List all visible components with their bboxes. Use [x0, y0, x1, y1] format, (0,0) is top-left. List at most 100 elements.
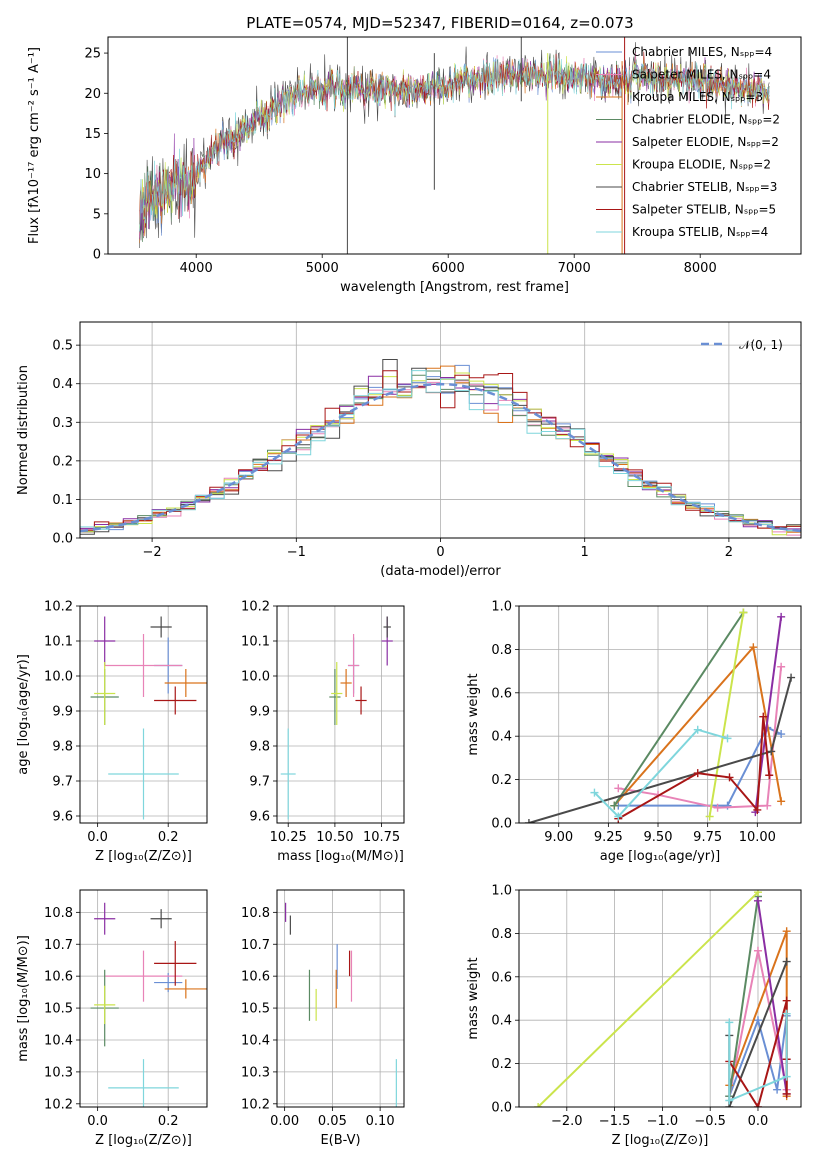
x-tick-label: 5000 — [306, 261, 339, 276]
y-tick-label: 0.8 — [491, 927, 512, 942]
y-tick-label: 10.6 — [241, 970, 270, 985]
x-axis-label: (data-model)/error — [380, 564, 501, 579]
legend-label: Salpeter ELODIE, Nₛₚₚ=2 — [632, 135, 779, 149]
y-tick-label: 10.4 — [241, 1033, 270, 1048]
y-tick-label: 5 — [93, 207, 101, 222]
weight-marker — [753, 946, 762, 955]
axes-frame — [276, 889, 405, 1108]
weight-marker — [590, 788, 599, 797]
y-tick-label: 0.3 — [52, 416, 73, 431]
weight-marker — [777, 730, 786, 739]
weight-marker — [749, 643, 758, 652]
legend-label: Kroupa STELIB, Nₛₚₚ=4 — [632, 225, 768, 239]
weight-line — [613, 611, 745, 807]
weight-line — [728, 1013, 788, 1102]
residual-histogram — [80, 370, 801, 531]
y-tick-label: 0.2 — [491, 1057, 512, 1072]
y-tick-label: 9.7 — [249, 775, 270, 790]
x-tick-label: 9.00 — [544, 830, 573, 845]
y-tick-label: 25 — [84, 47, 101, 62]
x-tick-label: −1 — [287, 545, 306, 560]
axes-frame — [276, 605, 405, 824]
weight-vs-age-panel: 9.00 9.25 9.50 9.75 10.00 0.0 0.2 0.4 0.6 0.8 1.0 a… — [466, 600, 802, 864]
weight-marker — [753, 805, 762, 814]
x-tick-label: −1.5 — [599, 1114, 631, 1129]
x-tick-label: 8000 — [684, 261, 717, 276]
y-tick-label: 0.0 — [52, 532, 73, 547]
weight-marker — [777, 612, 786, 621]
weight-marker — [782, 996, 791, 1005]
y-tick-label: 0.1 — [52, 493, 73, 508]
weight-marker — [782, 1089, 791, 1098]
y-tick-label: 0.4 — [491, 730, 512, 745]
figure-title: PLATE=0574, MJD=52347, FIBERID=0164, z=0… — [246, 14, 633, 32]
y-tick-label: 20 — [84, 87, 101, 102]
weight-marker — [705, 812, 714, 821]
x-tick-label: 10.00 — [739, 830, 776, 845]
x-tick-label: 0.0 — [748, 1114, 769, 1129]
weight-marker — [610, 801, 619, 810]
legend-label: 𝒩(0, 1) — [739, 338, 783, 352]
y-tick-label: 10.1 — [44, 635, 73, 650]
x-tick-label: 9.75 — [693, 830, 722, 845]
plot-area — [80, 359, 801, 536]
residual-histogram — [80, 370, 801, 531]
plot-area — [534, 890, 791, 1107]
weight-marker — [773, 1085, 782, 1094]
weight-line — [593, 728, 728, 818]
weight-marker — [782, 927, 791, 936]
y-tick-label: 10.2 — [241, 1097, 270, 1112]
mass-vs-extinction-panel: 0.00 0.05 0.10 10.2 10.3 10.4 10.5 10.6 10.7 10.8… — [241, 889, 405, 1148]
weight-marker — [753, 1016, 762, 1025]
weight-vs-metallicity-panel: −2.0 −1.5 −1.0 −0.5 0.0 0.0 0.2 0.4 0.6 0.8 1.0 Z [… — [466, 884, 802, 1148]
weight-marker — [782, 1009, 791, 1018]
axes-frame — [79, 889, 208, 1108]
weight-marker — [723, 734, 732, 743]
x-tick-label: 10.25 — [270, 830, 307, 845]
y-axis-label: mass [log₁₀(M/M⊙)] — [16, 935, 31, 1062]
weight-marker — [614, 784, 623, 793]
x-axis-label: Z [log₁₀(Z/Z⊙)] — [612, 1133, 709, 1148]
weight-marker — [693, 725, 702, 734]
x-tick-label: 9.50 — [644, 830, 673, 845]
x-axis-label: wavelength [Angstrom, rest frame] — [340, 280, 569, 295]
age-vs-metallicity-panel: 0.0 0.2 9.6 9.7 9.8 9.9 10.0 10.1 10.2 Z [log₁₀(Z… — [16, 600, 208, 864]
plot-area — [90, 902, 207, 1107]
y-tick-label: 0.4 — [52, 377, 73, 392]
weight-marker — [739, 608, 748, 617]
y-tick-label: 10.2 — [44, 600, 73, 615]
x-tick-label: 6000 — [432, 261, 465, 276]
weight-marker — [614, 812, 623, 821]
weight-marker — [763, 801, 772, 810]
x-tick-label: 7000 — [558, 261, 591, 276]
mass-vs-metallicity-panel: 0.0 0.2 10.2 10.3 10.4 10.5 10.6 10.7 10.8 Z [log… — [16, 889, 208, 1148]
legend-label: Chabrier ELODIE, Nₛₚₚ=2 — [632, 113, 780, 127]
y-tick-label: 0.8 — [491, 643, 512, 658]
y-tick-label: 1.0 — [491, 884, 512, 899]
legend-label: Salpeter MILES, Nₛₚₚ=4 — [632, 68, 771, 82]
weight-line — [728, 1015, 788, 1097]
weight-marker — [782, 1072, 791, 1081]
y-tick-label: 15 — [84, 127, 101, 142]
x-tick-label: 0.2 — [158, 1114, 179, 1129]
spectrum-line — [139, 57, 770, 232]
y-tick-label: 9.6 — [249, 810, 270, 825]
y-tick-label: 10.3 — [241, 1065, 270, 1080]
y-tick-label: 0.6 — [491, 970, 512, 985]
y-axis-label: mass weight — [466, 673, 481, 755]
normal-curve — [80, 382, 801, 533]
age-vs-mass-panel: 10.25 10.50 10.75 9.6 9.7 9.8 9.9 10.0 10.1 10.2 m… — [241, 600, 405, 864]
weight-marker — [725, 773, 734, 782]
axes-frame — [107, 36, 802, 255]
weight-marker — [759, 712, 768, 721]
axes-frame — [518, 605, 802, 824]
y-axis-label: age [log₁₀(age/yr)] — [16, 654, 31, 775]
weight-marker — [753, 896, 762, 905]
weight-line — [537, 891, 759, 1107]
axes-frame — [518, 889, 802, 1108]
y-tick-label: 10.6 — [44, 970, 73, 985]
x-tick-label: 0.00 — [270, 1114, 299, 1129]
x-tick-label: −2.0 — [551, 1114, 583, 1129]
weight-marker — [693, 769, 702, 778]
